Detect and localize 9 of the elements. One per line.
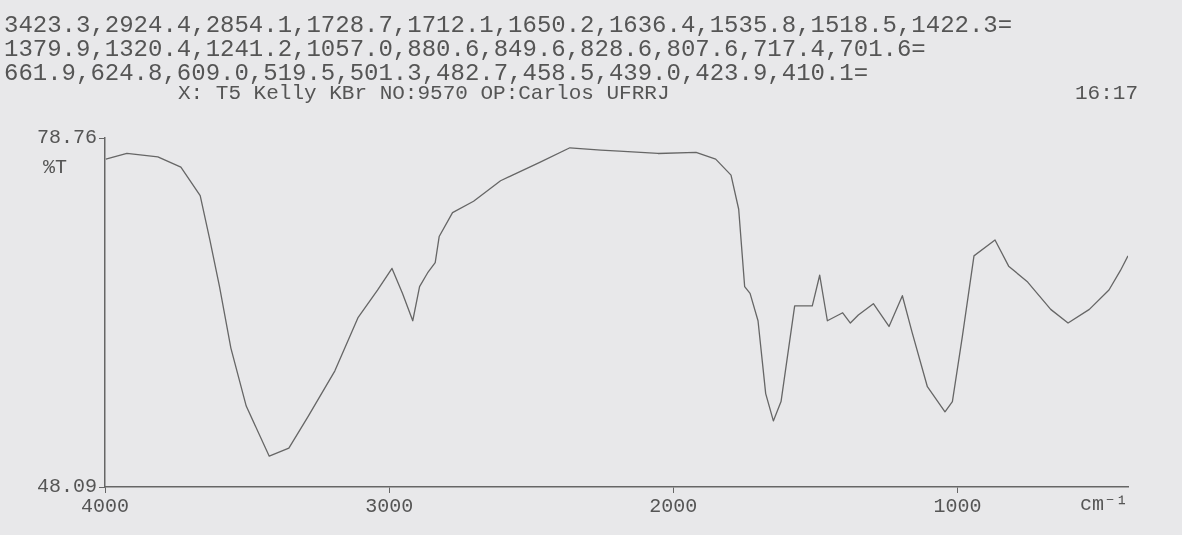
y-tick-label: 78.76 — [36, 126, 97, 150]
x-axis-title: cm⁻¹ — [1079, 493, 1128, 517]
text: 1379.9,1320.4,1241.2,1057.0,880.6,849.6,828.6,807.6,717.4,701.6= — [4, 36, 926, 63]
x-tick-label: 2000 — [649, 495, 698, 519]
x-tick-label: 1000 — [933, 495, 982, 519]
text: 16:17 — [1075, 82, 1139, 105]
x-tick-label: 3000 — [365, 495, 414, 519]
y-axis-title: %T — [42, 156, 68, 180]
text: 3423.3,2924.4,2854.1,1728.7,1712.1,1650.2,1636.4,1535.8,1518.5,1422.3= — [4, 12, 1013, 39]
